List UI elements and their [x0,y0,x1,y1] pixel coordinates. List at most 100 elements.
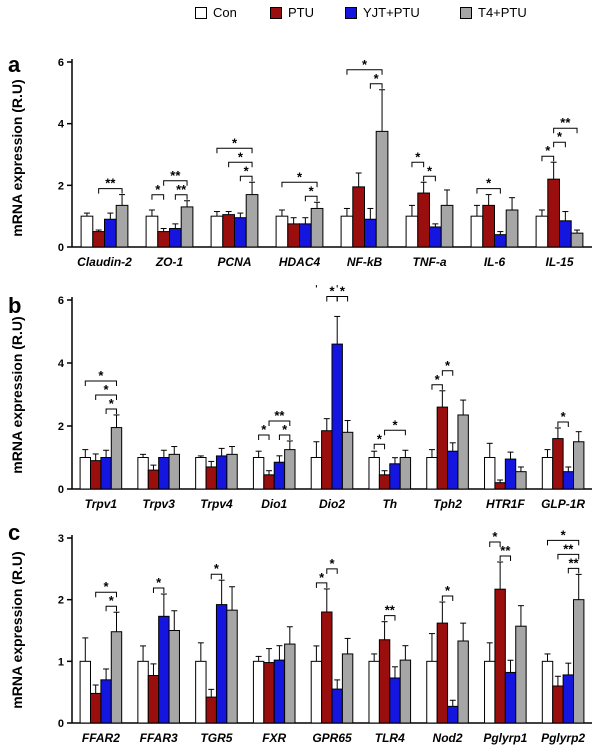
bar-con-tgr5 [195,660,207,724]
bar-yjt-ptu-nod2 [447,705,459,724]
significance-marker: * [309,183,315,198]
significance-bracket [105,605,117,612]
x-tick-label-pglyrp1: Pglyrp1 [483,731,527,745]
bar-ptu-il-6 [482,204,495,248]
significance-marker: * [155,182,161,197]
bar-yjt-ptu-tph2 [447,450,459,490]
significance-marker: * [377,431,383,446]
x-tick-label-il-15: IL-15 [545,255,573,269]
bar-t4-ptu-pglyrp1 [515,625,527,724]
significance-bracket [98,188,123,194]
significance-marker: ** [385,603,396,618]
significance-marker: * [282,422,288,437]
legend-swatch-ptu [270,7,282,19]
bar-t4-ptu-il-6 [505,209,519,248]
significance-marker: * [109,593,115,608]
significance-marker: ** [105,176,116,191]
significance-marker: * [340,285,346,298]
significance-bracket [95,591,117,598]
significance-bracket [423,175,436,182]
y-tick-label: 2 [58,421,64,433]
legend-label-ptu: PTU [288,5,314,20]
significance-bracket [346,69,383,75]
bar-yjt-ptu-zo-1 [169,228,182,248]
y-tick-label: 0 [58,242,64,254]
significance-marker: * [329,285,335,298]
significance-bracket [105,408,117,414]
y-tick-label: 3 [58,533,64,545]
significance-bracket [163,180,188,186]
significance-marker: * [104,579,110,594]
bar-yjt-ptu-gpr65 [331,688,343,724]
bar-yjt-ptu-pglyrp2 [562,674,575,724]
significance-bracket [151,194,165,200]
y-tick-label: 2 [58,180,64,192]
panel-letter-a: a [8,52,21,77]
significance-marker: * [427,163,433,178]
significance-bracket [489,541,501,548]
bar-t4-ptu-ffar3 [168,630,180,724]
bar-con-nod2 [426,660,438,724]
significance-bracket [152,587,165,594]
bar-ptu-nod2 [436,622,449,724]
x-tick-label-claudin-2: Claudin-2 [77,255,132,269]
bar-ptu-hdac4 [287,223,300,248]
significance-bracket [210,573,223,580]
x-tick-label-glp-1r: GLP-1R [541,497,585,511]
bar-ptu-nf-kb [352,186,365,248]
bar-t4-ptu-pglyrp2 [573,599,585,724]
x-tick-label-zo-1: ZO-1 [155,255,184,269]
x-tick-label-tnf-a: TNF-a [413,255,447,269]
y-tick-label: 2 [58,595,64,607]
bar-t4-ptu-tnf-a [440,204,454,248]
legend-swatch-yjt-ptu [345,7,357,19]
significance-marker: * [109,396,115,411]
bar-con-trpv4 [195,457,207,490]
bar-ptu-ffar3 [147,675,160,724]
legend-swatch-t4-ptu [460,7,472,19]
significance-marker: * [98,368,104,383]
significance-bracket [278,434,291,440]
bar-yjt-ptu-ffar2 [100,679,112,724]
bar-yjt-ptu-dio2 [331,343,343,490]
bar-con-pglyrp1 [484,660,496,724]
bar-yjt-ptu-ffar3 [158,615,170,724]
bar-con-trpv1 [79,457,91,490]
bar-t4-ptu-pcna [245,194,259,248]
significance-bracket [315,582,328,588]
significance-bracket [553,141,566,148]
significance-bracket [216,147,253,154]
significance-marker: ** [568,555,579,570]
significance-marker: ** [274,408,285,423]
bar-t4-ptu-trpv4 [226,453,238,490]
significance-bracket [84,380,117,386]
bar-yjt-ptu-glp-1r [562,471,575,490]
bar-t4-ptu-dio1 [284,449,296,490]
bar-yjt-ptu-il-15 [559,220,572,248]
bar-t4-ptu-tgr5 [226,609,238,724]
x-tick-label-fxr: FXR [262,731,286,745]
significance-marker: * [435,372,441,387]
significance-marker: * [415,149,421,164]
bar-yjt-ptu-trpv3 [158,457,170,490]
bar-yjt-ptu-pcna [234,217,247,248]
x-tick-label-nf-kb: NF-kB [347,255,383,269]
chart-panel-c: c mRNA expression (R.U) 0 1 2 3 FFAR2 FFAR3 TGR5… [8,520,592,745]
bar-con-glp-1r [541,457,554,490]
bar-t4-ptu-gpr65 [341,653,354,724]
bar-ptu-dio2 [321,430,333,490]
bar-con-zo-1 [145,215,159,248]
x-tick-label-tph2: Tph2 [433,497,462,511]
x-tick-label-nod2: Nod2 [433,731,463,745]
legend-swatch-con [195,7,207,19]
y-axis-label: mRNA expression (R.U) [9,79,25,236]
significance-marker: * [261,422,267,437]
significance-bracket [384,615,396,621]
bar-yjt-ptu-dio1 [273,461,286,490]
bar-con-dio2 [310,457,323,490]
chart-panel-a: a mRNA expression (R.U) 0 2 4 6 Claudin-2 ZO-1 P… [8,52,592,269]
bar-ptu-ffar2 [89,692,102,724]
bar-ptu-tnf-a [417,192,430,248]
x-tick-label-hdac4: HDAC4 [279,255,321,269]
bar-con-ffar3 [137,660,149,724]
